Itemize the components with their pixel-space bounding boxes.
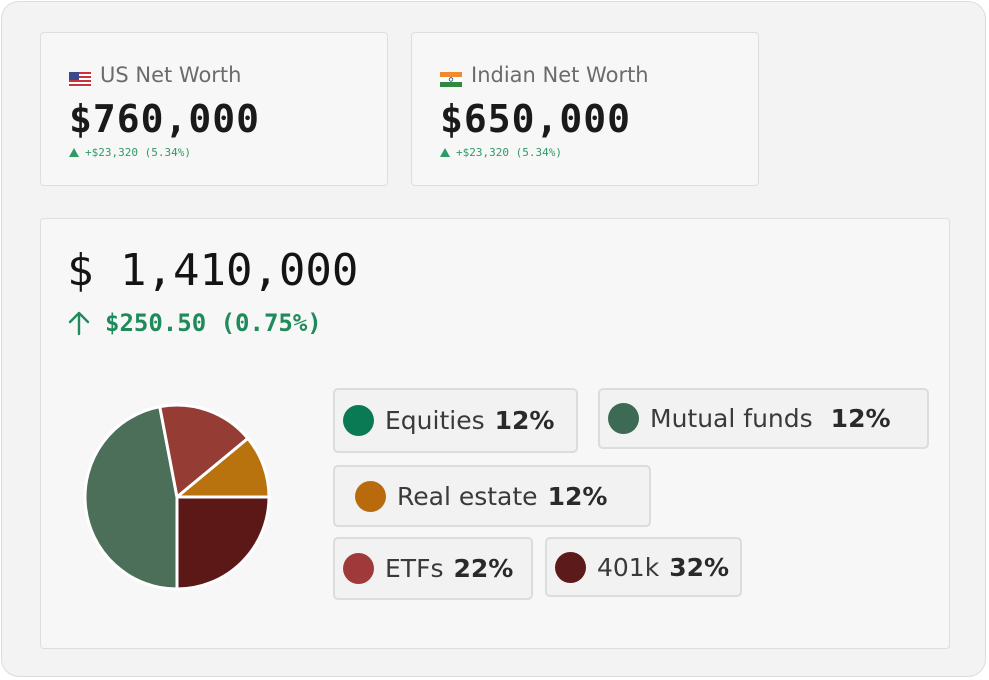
india-flag-icon: [440, 68, 462, 87]
legend-pct: 32%: [669, 552, 730, 582]
total-net-worth: $ 1,410,000: [67, 245, 359, 296]
card-title: Indian Net Worth: [471, 63, 649, 87]
legend-dot: [343, 405, 374, 436]
card-change: +$23,320 (5.34%): [85, 146, 191, 159]
indian-net-worth-card[interactable]: Indian Net Worth $650,000 +$23,320 (5.34…: [411, 32, 759, 186]
card-title: US Net Worth: [100, 63, 242, 87]
triangle-up-icon: [440, 148, 450, 157]
us-net-worth-card[interactable]: US Net Worth $760,000 +$23,320 (5.34%): [40, 32, 388, 186]
allocation-pie-chart: [83, 403, 271, 591]
legend-dot: [555, 551, 586, 583]
card-value: $760,000: [69, 97, 261, 141]
triangle-up-icon: [69, 148, 79, 157]
legend-dot: [608, 403, 639, 434]
legend-pct: 12%: [494, 406, 555, 435]
legend-equities[interactable]: Equities 12%: [333, 388, 578, 453]
pie-slice-maroon[interactable]: [175, 495, 271, 591]
legend-label: Equities: [385, 406, 485, 435]
legend-pct: 12%: [547, 481, 608, 511]
legend-401k[interactable]: 401k 32%: [545, 537, 742, 597]
total-net-worth-card: $ 1,410,000 $250.50 (0.75%) Equities 12%…: [40, 218, 950, 649]
pie-slice-red[interactable]: [158, 403, 250, 499]
total-change: $250.50 (0.75%): [105, 309, 322, 337]
arrow-up-icon: [68, 311, 90, 336]
card-value: $650,000: [440, 97, 632, 141]
legend-etfs[interactable]: ETFs 22%: [333, 537, 533, 600]
legend-dot: [343, 553, 374, 584]
legend-label: Mutual funds: [650, 404, 813, 433]
pie-slice-green[interactable]: [83, 405, 179, 591]
legend-real-estate[interactable]: Real estate 12%: [333, 465, 651, 527]
card-change: +$23,320 (5.34%): [456, 146, 562, 159]
legend-label: Real estate: [397, 481, 538, 511]
legend-label: 401k: [597, 552, 660, 582]
legend-mutual-funds[interactable]: Mutual funds 12%: [598, 388, 929, 449]
legend-dot: [355, 480, 386, 512]
us-flag-icon: [69, 68, 91, 87]
legend-pct: 22%: [453, 554, 514, 583]
legend-label: ETFs: [385, 554, 444, 583]
legend-pct: 12%: [830, 404, 891, 433]
